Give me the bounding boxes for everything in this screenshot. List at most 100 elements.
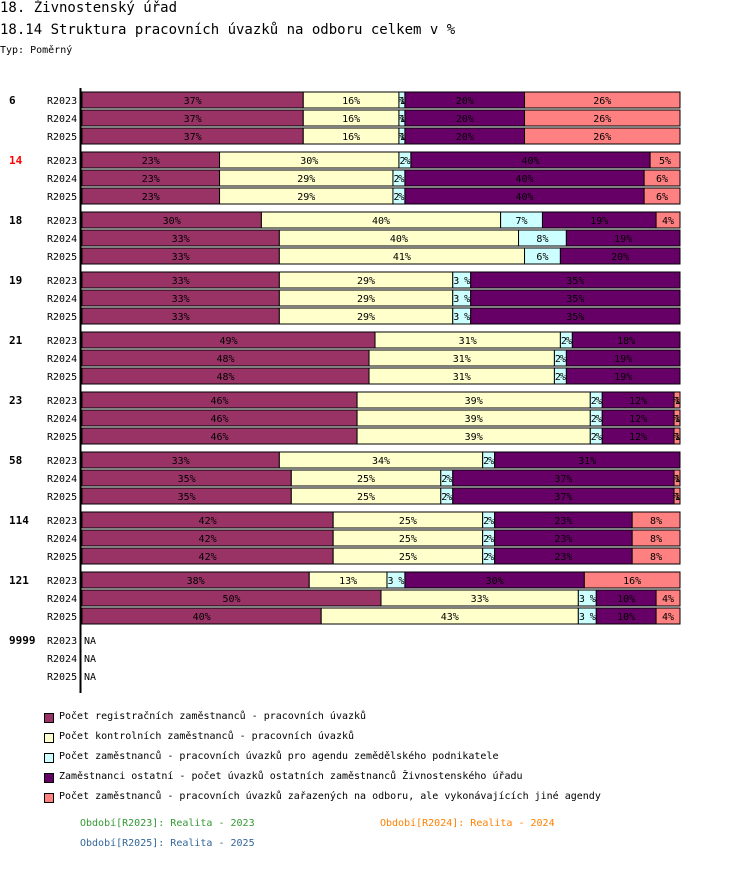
- period-label: R2024: [47, 594, 77, 605]
- bar-value-label: 1%: [398, 114, 405, 125]
- bar-value-label: 23%: [142, 192, 160, 203]
- bar-segment: [559, 247, 681, 265]
- bar-value-label: 1%: [398, 132, 405, 143]
- period-legend-r2024: Období[R2024]: Realita - 2024: [380, 818, 555, 829]
- bar-value-label: 25%: [399, 552, 417, 563]
- bar-value-label: 46%: [211, 432, 229, 443]
- legend-label: Počet registračních zaměstnanců - pracov…: [59, 711, 367, 722]
- bar-value-label: 4%: [662, 216, 674, 227]
- bar-value-label: 40%: [521, 156, 539, 167]
- bar-segment: [565, 367, 681, 385]
- group-label: 21: [9, 334, 23, 347]
- period-label: R2023: [47, 456, 77, 467]
- bar-value-label: 1%: [673, 474, 680, 485]
- period-label: R2024: [47, 354, 77, 365]
- bar-value-label: 18%: [617, 336, 635, 347]
- bar-value-label: 10%: [617, 594, 635, 605]
- bar-value-label: 20%: [611, 252, 629, 263]
- period-label: R2024: [47, 234, 77, 245]
- bar-segment: [571, 331, 681, 349]
- bar-value-label: 2%: [483, 516, 494, 527]
- period-label: R2024: [47, 534, 77, 545]
- bar-segment: [524, 91, 681, 109]
- group-label: 14: [9, 154, 23, 167]
- bar-value-label: 35%: [566, 312, 584, 323]
- bar-value-label: 1%: [673, 414, 680, 425]
- bar-value-label: 48%: [216, 372, 234, 383]
- bar-value-label: 23%: [554, 516, 572, 527]
- period-label: R2024: [47, 114, 77, 125]
- period-legend-r2025: Období[R2025]: Realita - 2025: [80, 838, 255, 849]
- bar-value-label: 39%: [465, 414, 483, 425]
- bar-value-label: 42%: [199, 534, 217, 545]
- bar-segment: [524, 109, 681, 127]
- bar-value-label: 16%: [342, 114, 360, 125]
- legend-swatch: [44, 713, 54, 723]
- na-label: NA: [84, 636, 96, 647]
- bar-value-label: 25%: [357, 474, 375, 485]
- bar-value-label: 1%: [673, 492, 680, 503]
- period-label: R2023: [47, 156, 77, 167]
- bar-value-label: 33%: [172, 294, 190, 305]
- bar-value-label: 26%: [593, 96, 611, 107]
- bar-value-label: 30%: [300, 156, 318, 167]
- group-label: 19: [9, 274, 22, 287]
- bar-value-label: 37%: [184, 114, 202, 125]
- bar-value-label: 2%: [483, 534, 494, 545]
- bar-value-label: 1%: [673, 432, 680, 443]
- bar-value-label: 40%: [372, 216, 390, 227]
- period-label: R2025: [47, 612, 77, 623]
- bar-value-label: 49%: [219, 336, 237, 347]
- bar-value-label: 29%: [297, 174, 315, 185]
- period-label: R2023: [47, 336, 77, 347]
- bar-value-label: 25%: [399, 534, 417, 545]
- bar-value-label: 12%: [629, 396, 647, 407]
- bar-value-label: 29%: [357, 294, 375, 305]
- period-legend-r2023: Období[R2023]: Realita - 2023: [80, 818, 255, 829]
- period-label: R2023: [47, 636, 77, 647]
- bar-value-label: 31%: [578, 456, 596, 467]
- period-label: R2024: [47, 294, 77, 305]
- bar-value-label: 2%: [483, 552, 494, 563]
- bar-segment: [565, 229, 681, 247]
- bar-value-label: 37%: [554, 492, 572, 503]
- bar-value-label: 19%: [590, 216, 608, 227]
- bar-value-label: 12%: [629, 432, 647, 443]
- bar-value-label: 2%: [561, 336, 572, 347]
- bar-segment: [470, 271, 681, 289]
- bar-value-label: 6%: [536, 252, 548, 263]
- bar-value-label: 37%: [554, 474, 572, 485]
- bar-value-label: 37%: [184, 96, 202, 107]
- bar-value-label: 33%: [172, 276, 190, 287]
- bar-segment: [655, 607, 681, 625]
- bar-value-label: 8%: [650, 552, 662, 563]
- bar-value-label: 39%: [465, 432, 483, 443]
- bar-value-label: 35%: [566, 294, 584, 305]
- bar-value-label: 33%: [172, 234, 190, 245]
- bar-value-label: 19%: [614, 234, 632, 245]
- bar-segment: [643, 169, 681, 187]
- bar-value-label: 38%: [187, 576, 205, 587]
- bar-value-label: 2%: [483, 456, 494, 467]
- period-label: R2025: [47, 672, 77, 683]
- bar-value-label: 13%: [339, 576, 357, 587]
- bar-value-label: 2%: [591, 396, 602, 407]
- bar-value-label: 33%: [471, 594, 489, 605]
- bar-segment: [673, 469, 681, 487]
- bar-segment: [655, 589, 681, 607]
- bar-value-label: 8%: [650, 516, 662, 527]
- na-label: NA: [84, 654, 96, 665]
- bar-segment: [643, 187, 681, 205]
- group-label: 9999: [9, 634, 36, 647]
- bar-value-label: 6%: [656, 192, 668, 203]
- bar-segment: [631, 547, 681, 565]
- page-title: 18. Živnostenský úřad: [0, 0, 178, 16]
- period-label: R2025: [47, 252, 77, 263]
- bar-value-label: 29%: [357, 312, 375, 323]
- bar-value-label: 2%: [441, 492, 452, 503]
- bar-value-label: 40%: [515, 174, 533, 185]
- bar-value-label: 29%: [297, 192, 315, 203]
- bar-value-label: 4%: [662, 594, 674, 605]
- period-label: R2025: [47, 312, 77, 323]
- bar-value-label: 29%: [357, 276, 375, 287]
